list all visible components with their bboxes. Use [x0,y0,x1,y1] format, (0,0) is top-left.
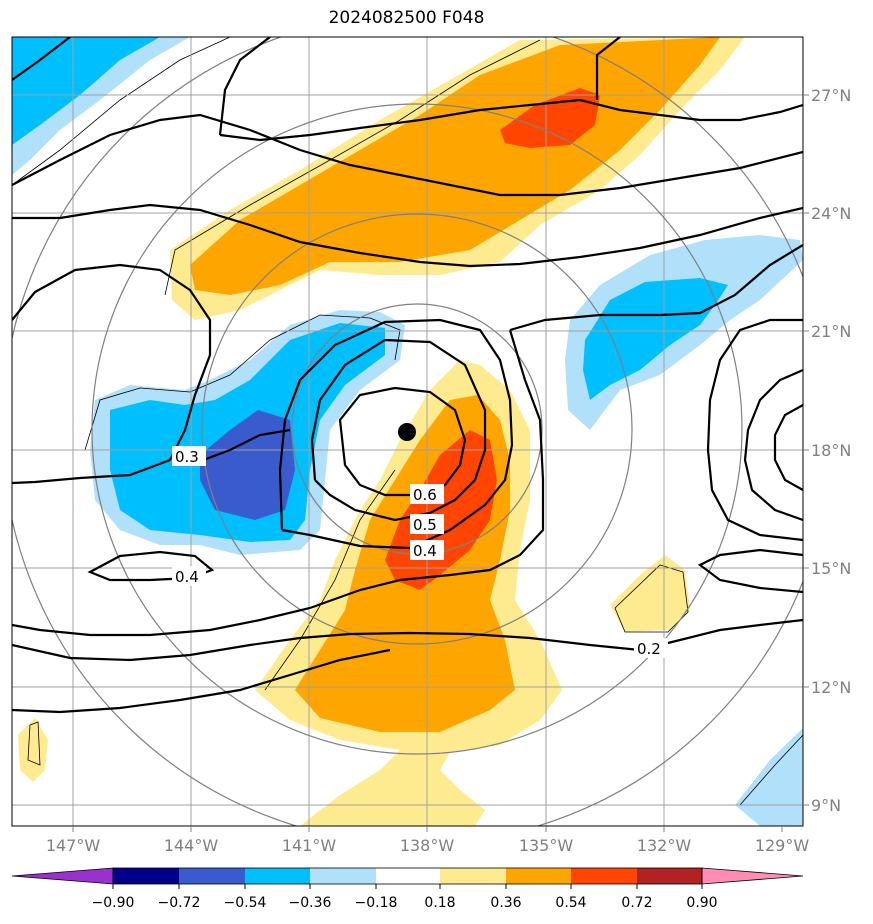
contour-label-0.6: 0.6 [413,486,437,504]
colorbar-bin-neg036 [245,868,310,884]
colorbar-label-neg072: −0.72 [158,895,201,911]
lat-label-18n: 18°N [811,441,851,460]
colorbar-extend-low [11,867,114,885]
range-ring-3 [91,103,743,755]
neg-region-northwest-inner [12,37,160,145]
colorbar-bin-pos054 [571,868,637,884]
thin-outline-west [84,314,401,451]
contour-mid [278,318,514,550]
colorbar-label-pos054: 0.54 [555,895,586,911]
colorbar-label-pos072: 0.72 [621,895,652,911]
colorbar-label-neg090: −0.90 [92,895,135,911]
pos-region-north-inner [500,88,600,148]
lat-label-15n: 15°N [811,559,851,578]
contour-label-0.4-center: 0.4 [413,542,437,560]
pos-region-west-small [18,718,48,782]
plot-frame [11,36,804,827]
colorbar-bin-pos072 [637,868,702,884]
contour-label-0.4-west: 0.4 [175,568,199,586]
range-ring-2 [201,213,633,645]
contour-outer-0.3 [12,263,212,485]
neg-region-west-inner [200,410,295,520]
contour-north-band-2 [12,113,803,197]
longitude-axis: 147°W 144°W 141°W 138°W 135°W 132°W 129°… [46,836,810,855]
lat-label-24n: 24°N [811,204,851,223]
lon-label-138w: 138°W [400,836,455,855]
contour-far-south [12,648,391,714]
contour-0.4-loop [87,550,215,582]
thin-outline-west-small [27,721,41,766]
lon-label-129w: 129°W [755,836,810,855]
colorbar-bin-neg018 [310,868,376,884]
map-title: 2024082500 F048 [328,8,485,28]
lat-label-21n: 21°N [811,322,851,341]
contour-label-0.2: 0.2 [637,640,661,658]
colorbar-bin-neg054 [179,868,245,884]
lon-label-135w: 135°W [519,836,574,855]
thin-outline-south [264,469,396,691]
colorbar-label-neg036: −0.36 [289,895,332,911]
tick-marks [72,94,809,832]
contour-0.3-right [197,428,291,464]
shading-negative [12,37,803,826]
contour-label-0.3: 0.3 [175,448,199,466]
contour-east-ridge [509,244,803,332]
lat-label-9n: 9°N [811,796,841,815]
lon-label-132w: 132°W [637,836,692,855]
contour-north-upper [219,98,803,142]
contour-north-loop [218,37,271,136]
contour-label-0.5: 0.5 [413,516,437,534]
thin-outline-east-small [614,564,689,633]
lon-label-144w: 144°W [164,836,219,855]
contour-label-group: 0.3 0.4 0.6 0.5 0.4 0.2 [172,446,668,658]
lon-label-147w: 147°W [46,836,101,855]
colorbar-extend-high [701,867,804,885]
colorbar-bin-pos018 [440,868,506,884]
lat-label-12n: 12°N [811,678,851,697]
lon-label-141w: 141°W [282,836,337,855]
contour-northeast-loop [595,37,621,100]
colorbar: −0.90 −0.72 −0.54 −0.36 −0.18 0.18 0.36 … [11,867,804,911]
neg-region-southeast [735,728,803,826]
contour-inner-0.6 [338,386,467,497]
graticule [12,37,803,826]
contour-inner-0.5 [310,338,487,522]
neg-region-east-inner [583,278,728,400]
contour-lines [12,37,803,714]
thin-outlines [12,37,803,806]
colorbar-bin-pos036 [506,868,571,884]
contour-east-high-3 [773,404,803,491]
colorbar-label-neg054: −0.54 [224,895,267,911]
colorbar-frame [112,867,703,885]
latitude-axis: 27°N 24°N 21°N 18°N 15°N 12°N 9°N [811,86,851,815]
colorbar-label-neg018: −0.18 [355,895,398,911]
contour-east-high-1 [706,318,803,542]
map-plot-area: 0.3 0.4 0.6 0.5 0.4 0.2 [12,37,803,826]
lat-label-27n: 27°N [811,86,851,105]
contour-northwest [12,37,71,81]
contour-0.2-south [12,618,803,662]
colorbar-label-pos018: 0.18 [424,895,455,911]
colorbar-bin-zero [376,868,440,884]
colorbar-label-pos036: 0.36 [490,895,521,911]
thin-outline-southeast [739,734,803,806]
contour-east-high-4 [697,548,803,594]
colorbar-label-pos090: 0.90 [686,895,717,911]
colorbar-bin-neg072 [113,868,179,884]
storm-center-marker [398,423,416,441]
contour-east-high-2 [743,368,803,522]
range-rings [12,37,803,826]
thin-outline-northwest [12,37,231,186]
contour-east-trough [12,329,545,637]
contour-north-band [12,203,803,268]
pos-region-east-small [610,555,690,632]
